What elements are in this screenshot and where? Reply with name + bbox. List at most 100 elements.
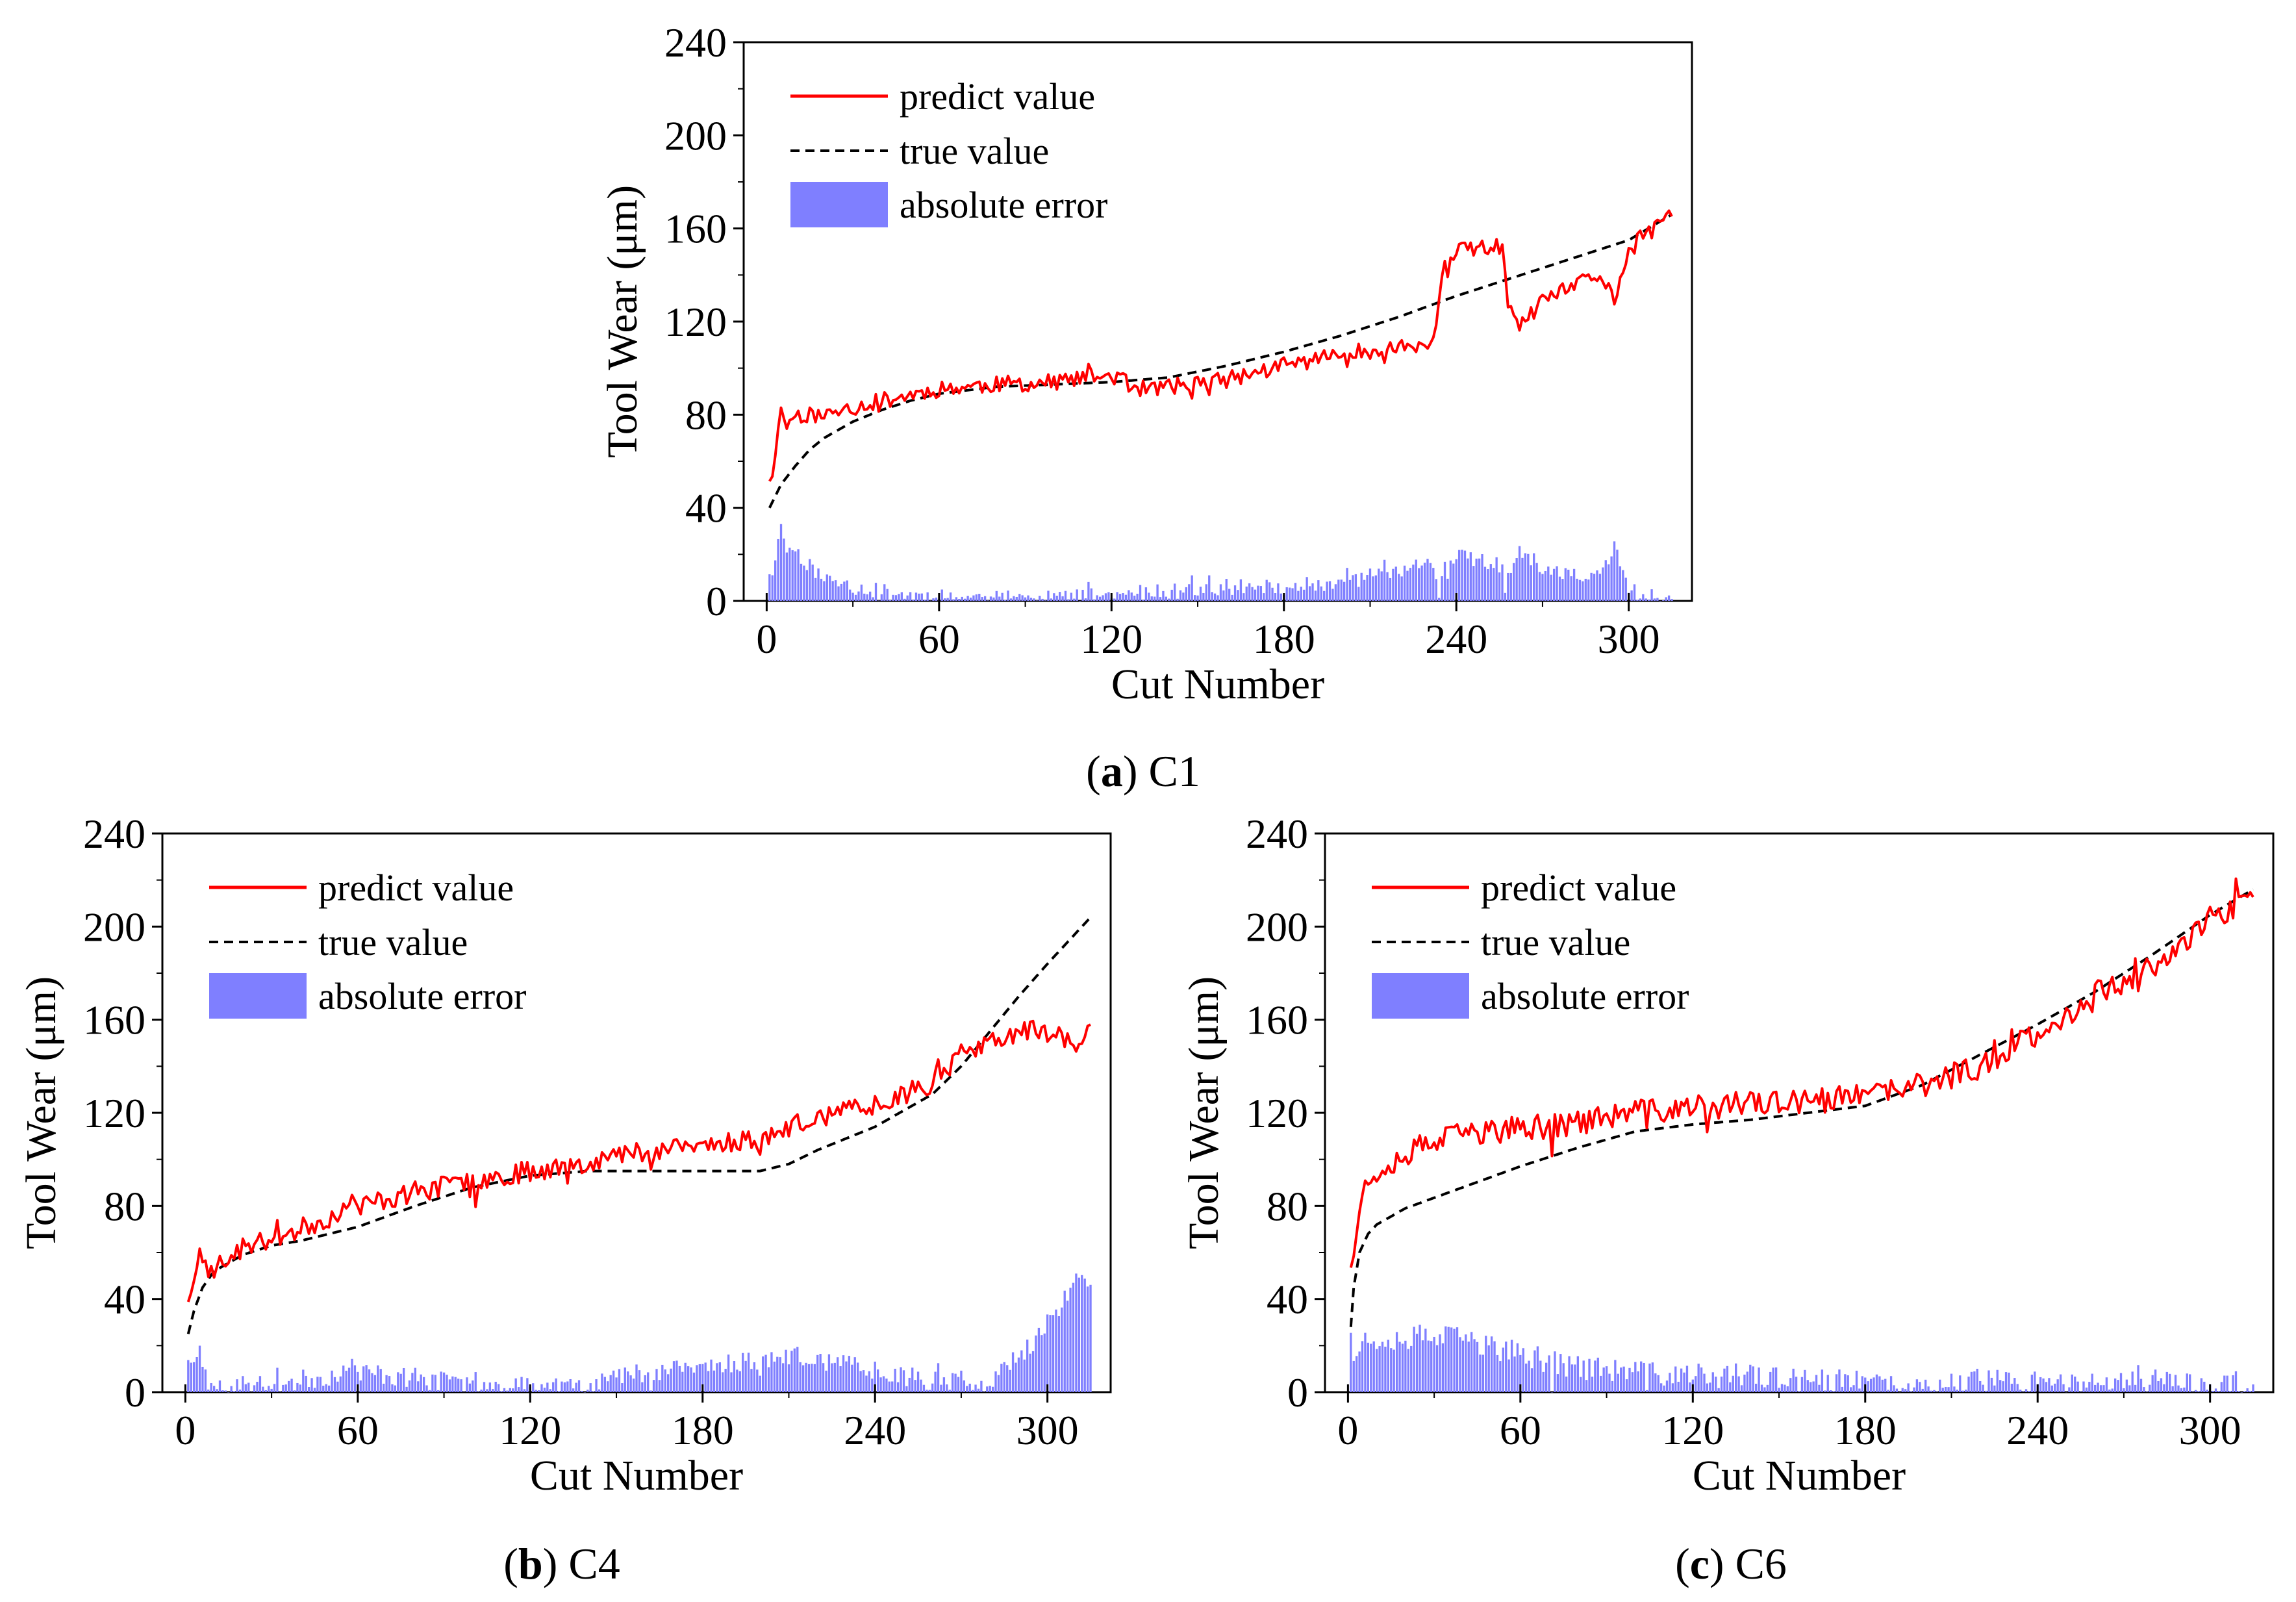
error-bar — [1893, 1385, 1895, 1392]
error-bar — [1078, 600, 1081, 602]
error-bar — [998, 596, 1001, 601]
error-bar — [1559, 1354, 1562, 1392]
error-bar — [2125, 1379, 2128, 1392]
error-bar — [2217, 1391, 2220, 1392]
error-bar — [1459, 1337, 1461, 1392]
error-bar — [1413, 1327, 1415, 1392]
error-bar — [316, 1377, 319, 1392]
y-tick-label: 40 — [685, 485, 727, 531]
error-bar — [563, 1382, 566, 1392]
error-bar — [2206, 1390, 2208, 1392]
error-bar — [1964, 1390, 1967, 1392]
error-bar — [1116, 592, 1118, 601]
error-bar — [794, 551, 797, 601]
error-bar — [1749, 1364, 1752, 1392]
error-bar — [1188, 584, 1191, 601]
error-bar — [1505, 1341, 1508, 1392]
error-bar — [1176, 598, 1179, 601]
error-bar — [900, 1367, 902, 1392]
error-bar — [365, 1365, 368, 1392]
error-bar — [1516, 1343, 1519, 1392]
error-bar — [1182, 592, 1185, 601]
error-bar — [1919, 1382, 1921, 1392]
error-bar — [353, 1365, 357, 1392]
error-bar — [535, 1390, 537, 1392]
error-bar — [727, 1354, 730, 1392]
error-bar — [1493, 1341, 1496, 1392]
error-bar — [980, 1380, 983, 1392]
error-bar — [809, 559, 811, 601]
error-bar — [958, 598, 961, 601]
error-bar — [1089, 1284, 1092, 1392]
error-bar — [1055, 1309, 1057, 1392]
error-bar — [296, 1382, 299, 1392]
error-bar — [902, 1370, 905, 1392]
error-bar — [940, 589, 943, 601]
error-bar — [977, 1388, 980, 1392]
error-bar — [635, 1364, 638, 1392]
error-bar — [1667, 595, 1671, 601]
error-bar — [1737, 1376, 1740, 1392]
error-bar — [1587, 579, 1590, 601]
error-bar — [768, 574, 771, 601]
error-bar — [1380, 571, 1383, 601]
error-bar — [997, 1375, 1000, 1392]
error-bar — [1700, 1367, 1703, 1392]
plot-area — [742, 41, 1693, 602]
axes: 0 40 80 120 160 200 240 0 60 120 180 240 300 — [1246, 811, 2241, 1453]
error-bar — [928, 1390, 931, 1392]
error-bar — [1263, 593, 1265, 601]
error-bar — [587, 1390, 589, 1392]
error-bar — [1191, 575, 1193, 601]
y-tick-label: 0 — [125, 1369, 145, 1416]
error-bar — [1501, 564, 1504, 601]
error-bar — [1509, 572, 1512, 601]
error-bar — [457, 1379, 460, 1392]
error-bar — [762, 1356, 764, 1392]
error-bar — [1052, 1315, 1055, 1392]
error-bar — [1441, 576, 1443, 601]
error-bar — [474, 1372, 477, 1392]
error-bar — [2056, 1379, 2059, 1392]
error-bar — [408, 1380, 411, 1392]
error-bar — [1231, 594, 1233, 601]
error-bar — [1651, 1362, 1654, 1392]
error-bar — [670, 1368, 672, 1392]
error-bar — [1035, 600, 1038, 601]
error-bar — [1611, 1380, 1614, 1392]
error-bar — [561, 1381, 563, 1392]
error-bar — [978, 594, 981, 601]
error-bar — [204, 1369, 207, 1392]
error-bar — [770, 1352, 773, 1392]
x-tick-label: 120 — [1661, 1407, 1724, 1453]
error-bar — [1078, 1277, 1080, 1392]
chart-marks — [1349, 877, 2254, 1393]
error-bar — [1513, 1356, 1516, 1392]
error-bar — [1482, 1354, 1484, 1392]
error-bar — [1343, 581, 1346, 601]
error-bar — [2045, 1382, 2048, 1392]
error-bar — [2194, 1390, 2197, 1392]
error-bar — [2025, 1389, 2028, 1392]
error-bar — [1709, 1382, 1711, 1392]
error-bar — [2228, 1391, 2232, 1392]
error-bar — [1354, 574, 1357, 601]
error-bar — [1035, 1335, 1037, 1392]
error-bar — [1711, 1372, 1714, 1392]
error-bar — [1479, 1354, 1482, 1392]
error-bar — [2068, 1387, 2071, 1392]
error-bar — [1999, 1380, 2002, 1392]
error-bar — [879, 1377, 882, 1392]
error-bar — [799, 1362, 801, 1392]
error-bar — [2243, 1391, 2246, 1392]
error-bar — [1585, 1380, 1588, 1392]
error-bar — [1424, 1329, 1427, 1392]
error-bar — [935, 597, 938, 601]
error-bar — [2042, 1378, 2045, 1392]
error-bar — [817, 568, 820, 601]
error-bar — [632, 1379, 635, 1392]
error-bar — [1852, 1385, 1855, 1392]
error-bar — [2016, 1384, 2019, 1392]
error-bar — [1104, 593, 1107, 601]
error-bar — [1881, 1379, 1884, 1392]
